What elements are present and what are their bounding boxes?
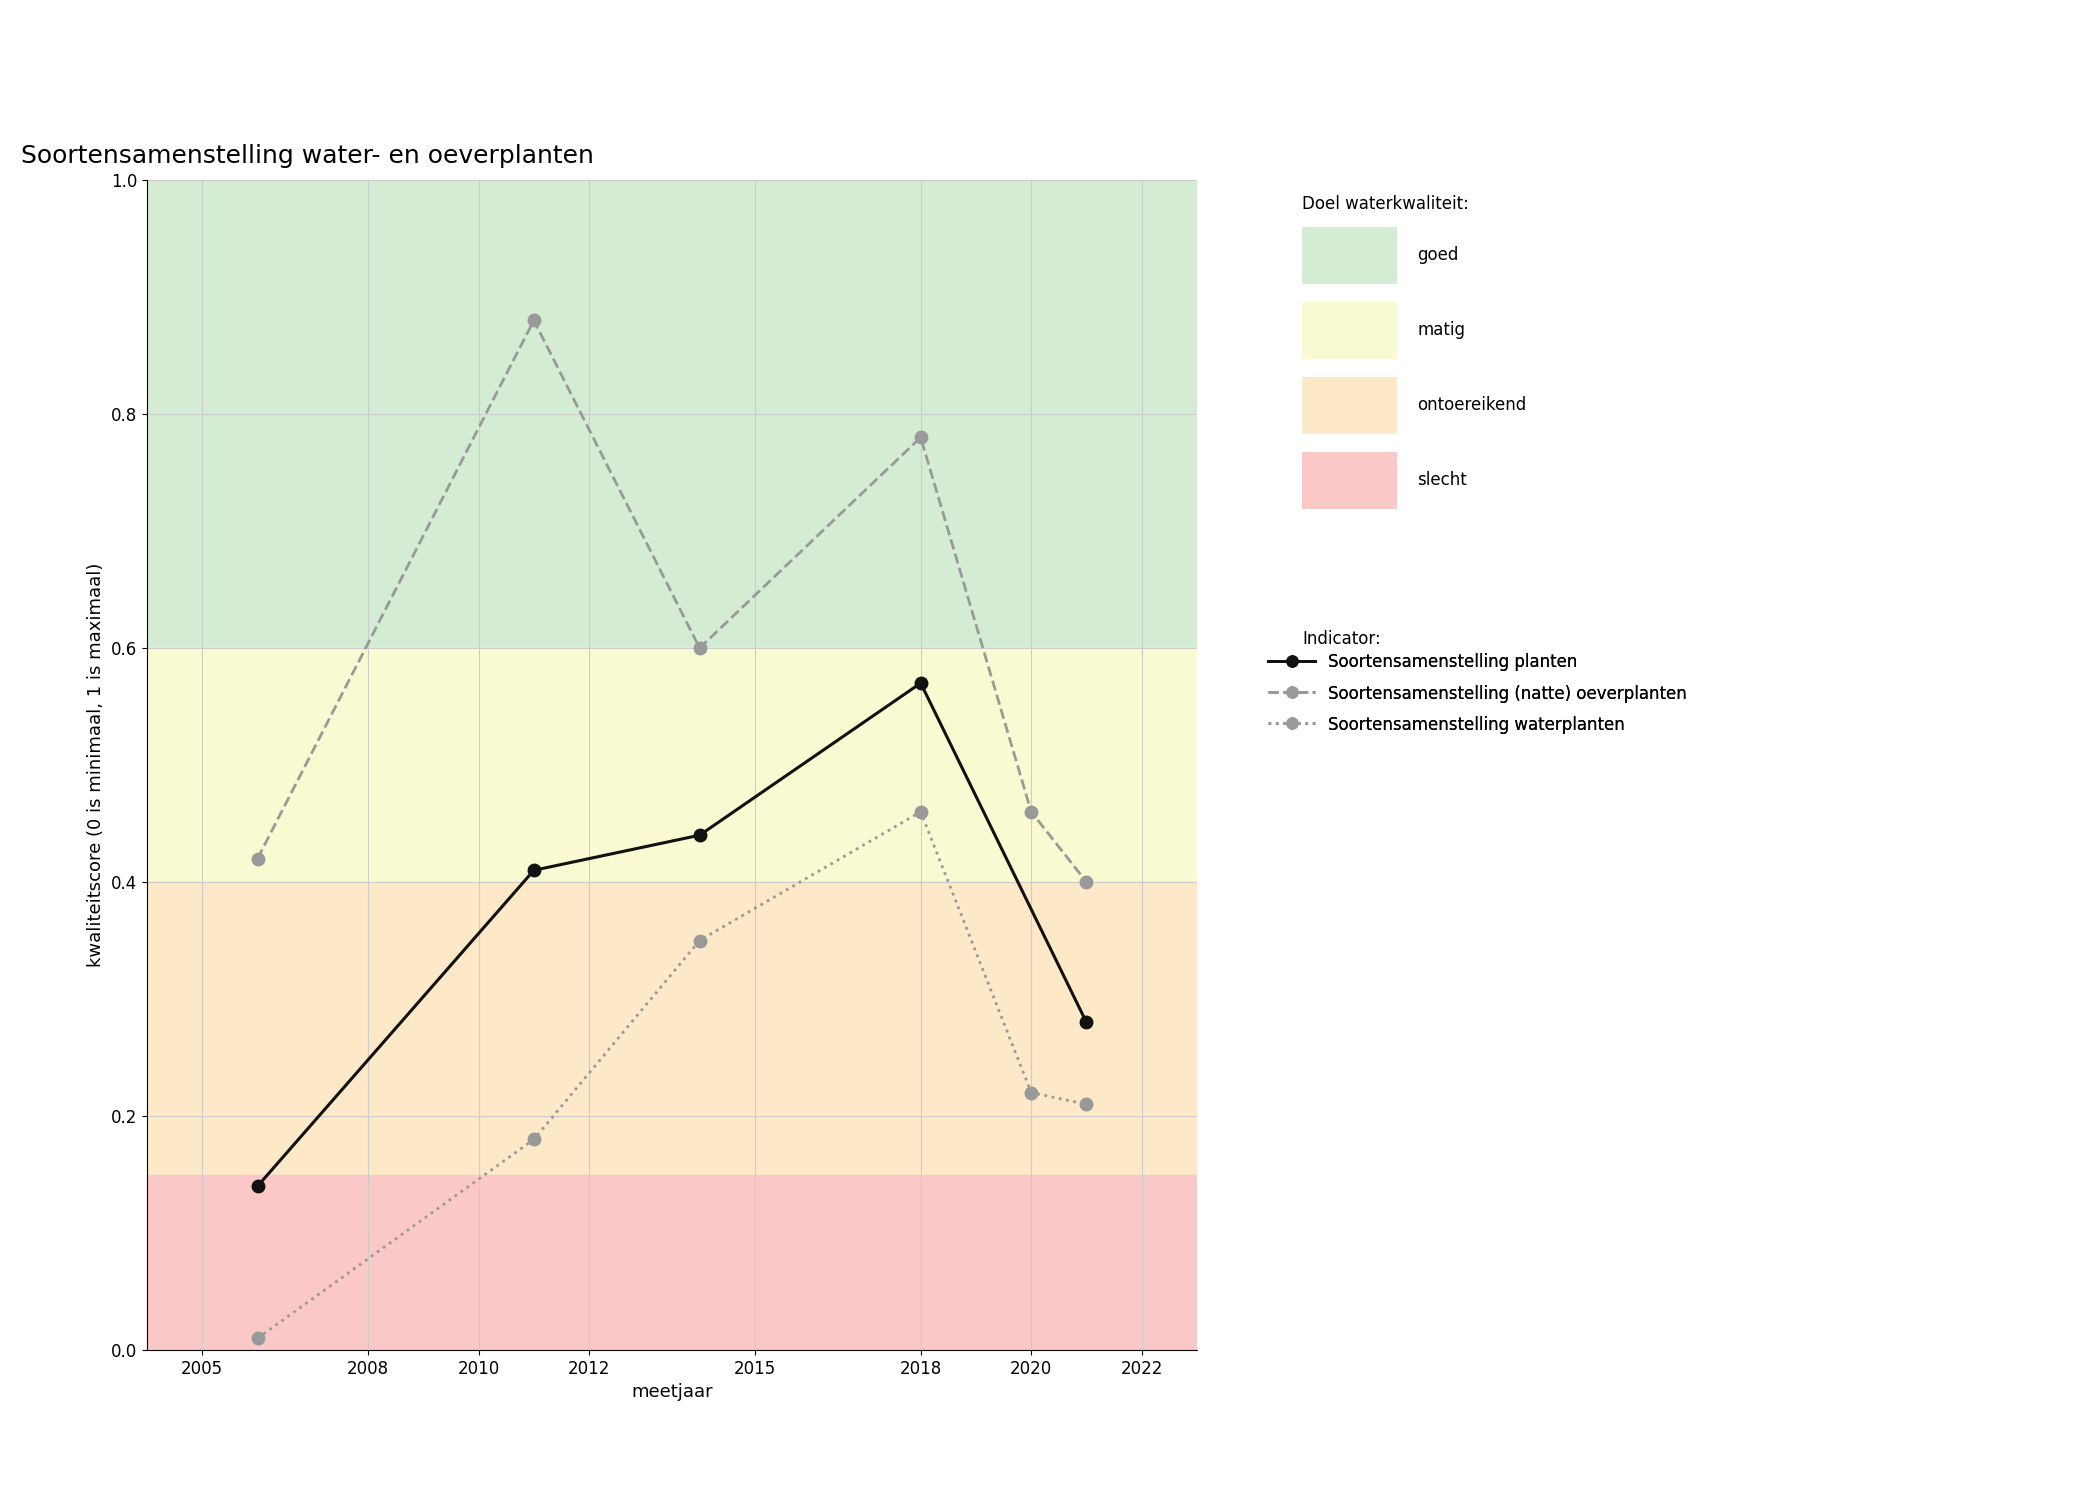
Text: slecht: slecht [1418,471,1468,489]
Text: Indicator:: Indicator: [1302,630,1382,648]
Text: matig: matig [1418,321,1466,339]
Bar [147,882,1197,1174]
Y-axis label: kwaliteitscore (0 is minimaal, 1 is maximaal): kwaliteitscore (0 is minimaal, 1 is maxi… [88,562,105,968]
Bar [147,180,1197,648]
Bar [147,1174,1197,1350]
Legend: Soortensamenstelling planten, Soortensamenstelling (natte) oeverplanten, Soorten: Soortensamenstelling planten, Soortensam… [1268,654,1686,734]
Bar [147,648,1197,882]
Text: Doel waterkwaliteit:: Doel waterkwaliteit: [1302,195,1468,213]
X-axis label: meetjaar: meetjaar [632,1383,712,1401]
Text: ontoereikend: ontoereikend [1418,396,1527,414]
Text: Soortensamenstelling water- en oeverplanten: Soortensamenstelling water- en oeverplan… [21,144,594,168]
Text: goed: goed [1418,246,1459,264]
